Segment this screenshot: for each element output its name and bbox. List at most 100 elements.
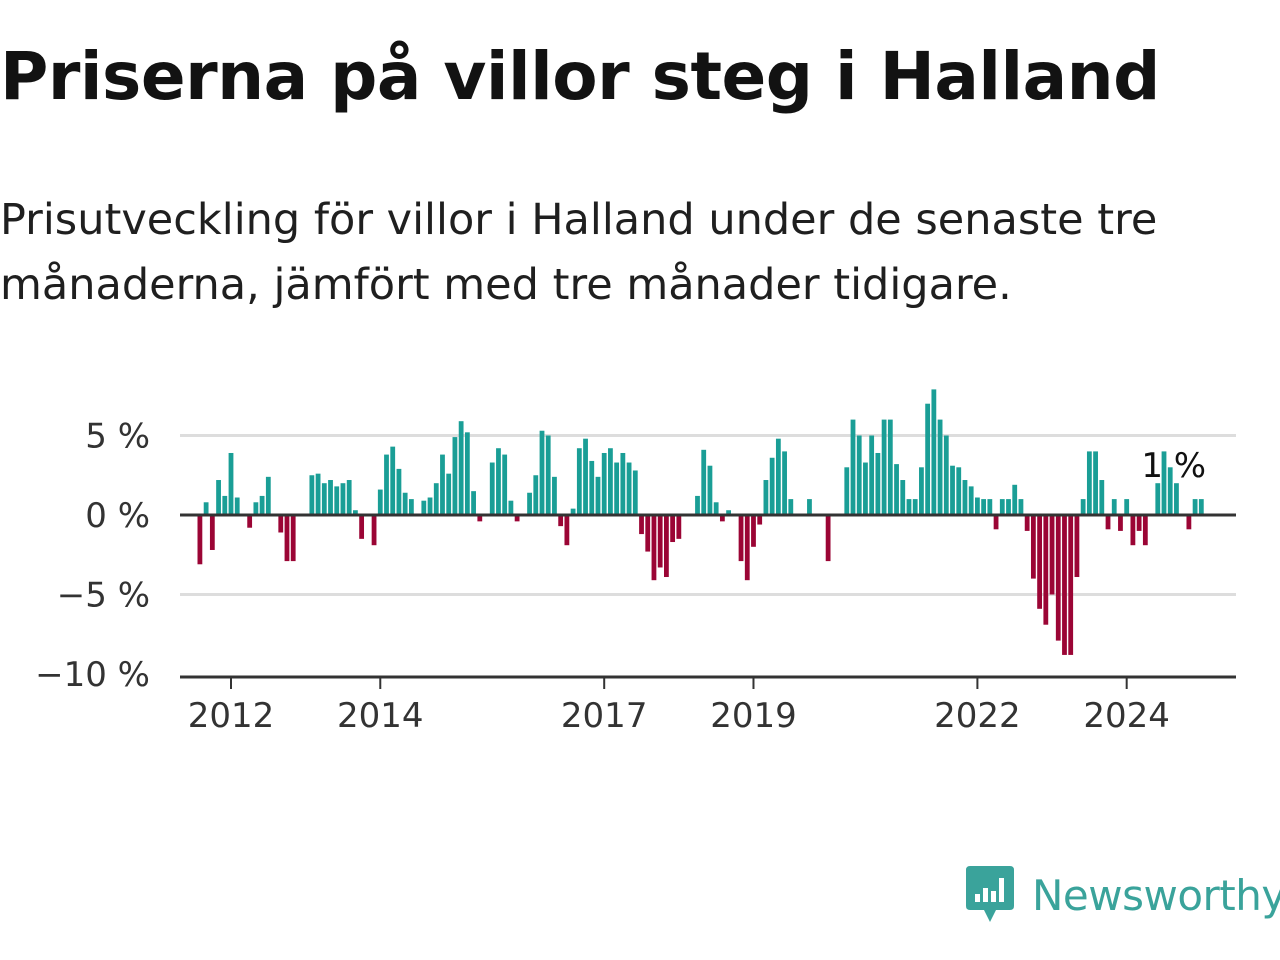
x-tick-label: 2014 [337,696,424,736]
bar [1012,484,1018,515]
bar [919,467,924,515]
bar [502,454,508,515]
bar [875,452,881,515]
bar [1030,515,1036,579]
bar [328,480,333,515]
newsworthy-logo: Newsworthy [964,864,1280,926]
bar [259,495,265,515]
bar [489,462,495,515]
bar [782,451,787,515]
bar [527,492,532,515]
bar [943,435,949,515]
bar [751,515,756,547]
bar [981,499,987,515]
bar [863,462,868,515]
bar [869,435,875,515]
bar [1093,451,1098,515]
bar [1105,515,1111,530]
bar [1167,467,1173,515]
brand-name: Newsworthy [1032,870,1280,920]
bar [247,515,253,528]
bar [471,491,476,515]
bar [1198,499,1204,515]
bar [390,446,396,515]
bar [1024,515,1030,531]
bar [334,486,340,515]
x-tick-label: 2012 [188,696,275,736]
bar [701,449,707,515]
bar [950,465,955,515]
bar [1186,515,1192,530]
x-axis-labels: 2012 2014 2017 2019 2022 2024 [188,677,1170,736]
bar [384,454,389,515]
bar [1018,499,1024,515]
x-tick-label: 2022 [934,696,1021,736]
bar [900,480,906,515]
y-tick-label: 5 % [85,417,150,457]
bar [265,476,271,515]
y-tick-label: 0 % [85,496,150,536]
bar [881,419,887,515]
bar [290,515,296,562]
annotations: 1 % [1141,446,1206,486]
y-tick-label: −10 % [35,655,150,695]
bar [713,502,719,515]
y-axis-labels: 5 % 0 % −5 % −10 % [35,417,150,696]
bar [321,483,327,515]
bar [626,462,632,515]
bar [1161,451,1167,515]
bar [1043,515,1049,625]
bar [353,510,358,515]
bar [228,452,234,515]
chart-subtitle: Prisutveckling för villor i Halland unde… [0,195,1158,310]
bar [962,480,968,515]
bar [1074,515,1080,578]
bar [645,515,651,552]
bar [719,515,725,522]
bar [639,515,644,535]
bars [197,389,1204,655]
bar [1118,515,1123,531]
bar [676,515,682,539]
bar [514,515,520,522]
bar [695,495,700,515]
bar [508,500,514,515]
bar [309,475,315,515]
bar [931,389,937,515]
bar [433,483,439,515]
bar [993,515,999,530]
bar [1049,515,1055,595]
bar [216,480,221,515]
bar [1111,499,1117,515]
latest-value-annotation: 1 % [1141,446,1206,486]
bar [887,419,893,515]
bar [1136,515,1142,531]
bar [601,452,607,515]
bar [464,432,470,515]
bar [1062,515,1067,655]
bar [545,435,551,515]
bar [1080,499,1086,515]
bar [1037,515,1042,609]
bar [477,515,483,522]
bar [657,515,663,568]
bar [775,438,781,515]
bar [906,499,912,515]
bar [757,515,763,525]
bar [197,515,203,565]
bar [956,467,962,515]
bar [452,437,458,515]
bar [440,454,445,515]
bar [346,480,352,515]
bar [284,515,290,562]
bar [203,502,209,515]
x-tick-label: 2024 [1083,696,1170,736]
bar [408,499,414,515]
bar [856,435,862,515]
bar [937,419,943,515]
bar [1099,480,1105,515]
bar [620,452,626,515]
bar [744,515,750,581]
bar [570,508,576,515]
bar [987,499,993,515]
